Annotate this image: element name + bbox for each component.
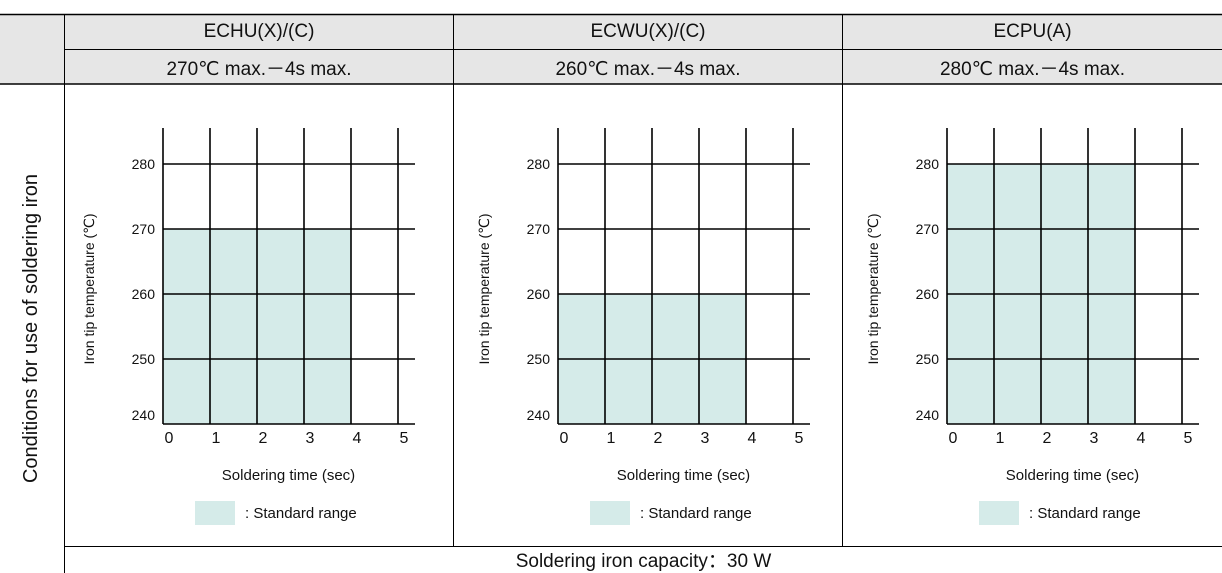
chart-ecwu: 240 250 260 270 280 0 1 2 3 4 5 Soldering time (sec… <box>476 128 810 525</box>
chart-ecpu: 240 250 260 270 280 0 1 2 3 4 5 Soldering time (sec… <box>865 128 1199 525</box>
x-tick-label: 1 <box>212 430 221 447</box>
x-tick-label: 3 <box>306 430 315 447</box>
x-tick-label: 0 <box>949 430 958 447</box>
y-axis-label: Iron tip temperature (℃) <box>865 213 881 364</box>
y-tick-label: 240 <box>132 407 156 423</box>
y-tick-label: 260 <box>132 286 156 302</box>
column-header-ecpu: ECPU(A) <box>993 21 1072 42</box>
legend-label: : Standard range <box>245 505 357 522</box>
header-corner-cell <box>0 15 64 84</box>
y-axis-label: Iron tip temperature (℃) <box>476 213 492 364</box>
x-tick-label: 1 <box>996 430 1005 447</box>
x-tick-label: 4 <box>1137 430 1146 447</box>
y-tick-label: 240 <box>916 407 940 423</box>
legend-swatch <box>590 501 630 525</box>
y-tick-label: 270 <box>132 221 156 237</box>
y-tick-label: 260 <box>527 286 551 302</box>
column-header-ecwu: ECWU(X)/(C) <box>590 21 706 42</box>
legend-label: : Standard range <box>1029 505 1141 522</box>
condition-ecpu: 280℃ max.－4s max. <box>939 58 1125 80</box>
y-tick-label: 250 <box>527 351 551 367</box>
legend-label: : Standard range <box>640 505 752 522</box>
side-label-cell: Conditions for use of soldering iron <box>0 84 64 573</box>
condition-ecwu: 260℃ max.－4s max. <box>555 58 741 80</box>
footer-capacity: Soldering iron capacity：30 W <box>515 551 772 572</box>
x-axis-label: Soldering time (sec) <box>1006 467 1139 484</box>
y-tick-label: 270 <box>916 221 940 237</box>
x-tick-label: 0 <box>560 430 569 447</box>
x-tick-label: 2 <box>654 430 663 447</box>
y-tick-label: 250 <box>916 351 940 367</box>
y-tick-label: 280 <box>132 156 156 172</box>
x-tick-label: 0 <box>165 430 174 447</box>
x-tick-label: 2 <box>1043 430 1052 447</box>
x-tick-label: 5 <box>795 430 804 447</box>
x-axis-label: Soldering time (sec) <box>617 467 750 484</box>
x-tick-label: 4 <box>748 430 757 447</box>
y-tick-label: 270 <box>527 221 551 237</box>
legend-swatch <box>195 501 235 525</box>
y-tick-label: 260 <box>916 286 940 302</box>
x-tick-label: 4 <box>353 430 362 447</box>
x-tick-label: 1 <box>607 430 616 447</box>
legend-swatch <box>979 501 1019 525</box>
x-tick-label: 3 <box>1090 430 1099 447</box>
column-header-echu: ECHU(X)/(C) <box>203 21 315 42</box>
x-axis-label: Soldering time (sec) <box>222 467 355 484</box>
y-tick-label: 280 <box>916 156 940 172</box>
chart-echu: 240 250 260 270 280 0 1 2 3 4 5 Soldering time (sec… <box>81 128 415 525</box>
side-label: Conditions for use of soldering iron <box>20 173 43 484</box>
x-tick-label: 5 <box>1184 430 1193 447</box>
x-tick-label: 2 <box>259 430 268 447</box>
x-tick-label: 3 <box>701 430 710 447</box>
y-tick-label: 240 <box>527 407 551 423</box>
y-tick-label: 280 <box>527 156 551 172</box>
condition-echu: 270℃ max.－4s max. <box>166 58 352 80</box>
x-tick-label: 5 <box>400 430 409 447</box>
y-axis-label: Iron tip temperature (℃) <box>81 213 97 364</box>
y-tick-label: 250 <box>132 351 156 367</box>
